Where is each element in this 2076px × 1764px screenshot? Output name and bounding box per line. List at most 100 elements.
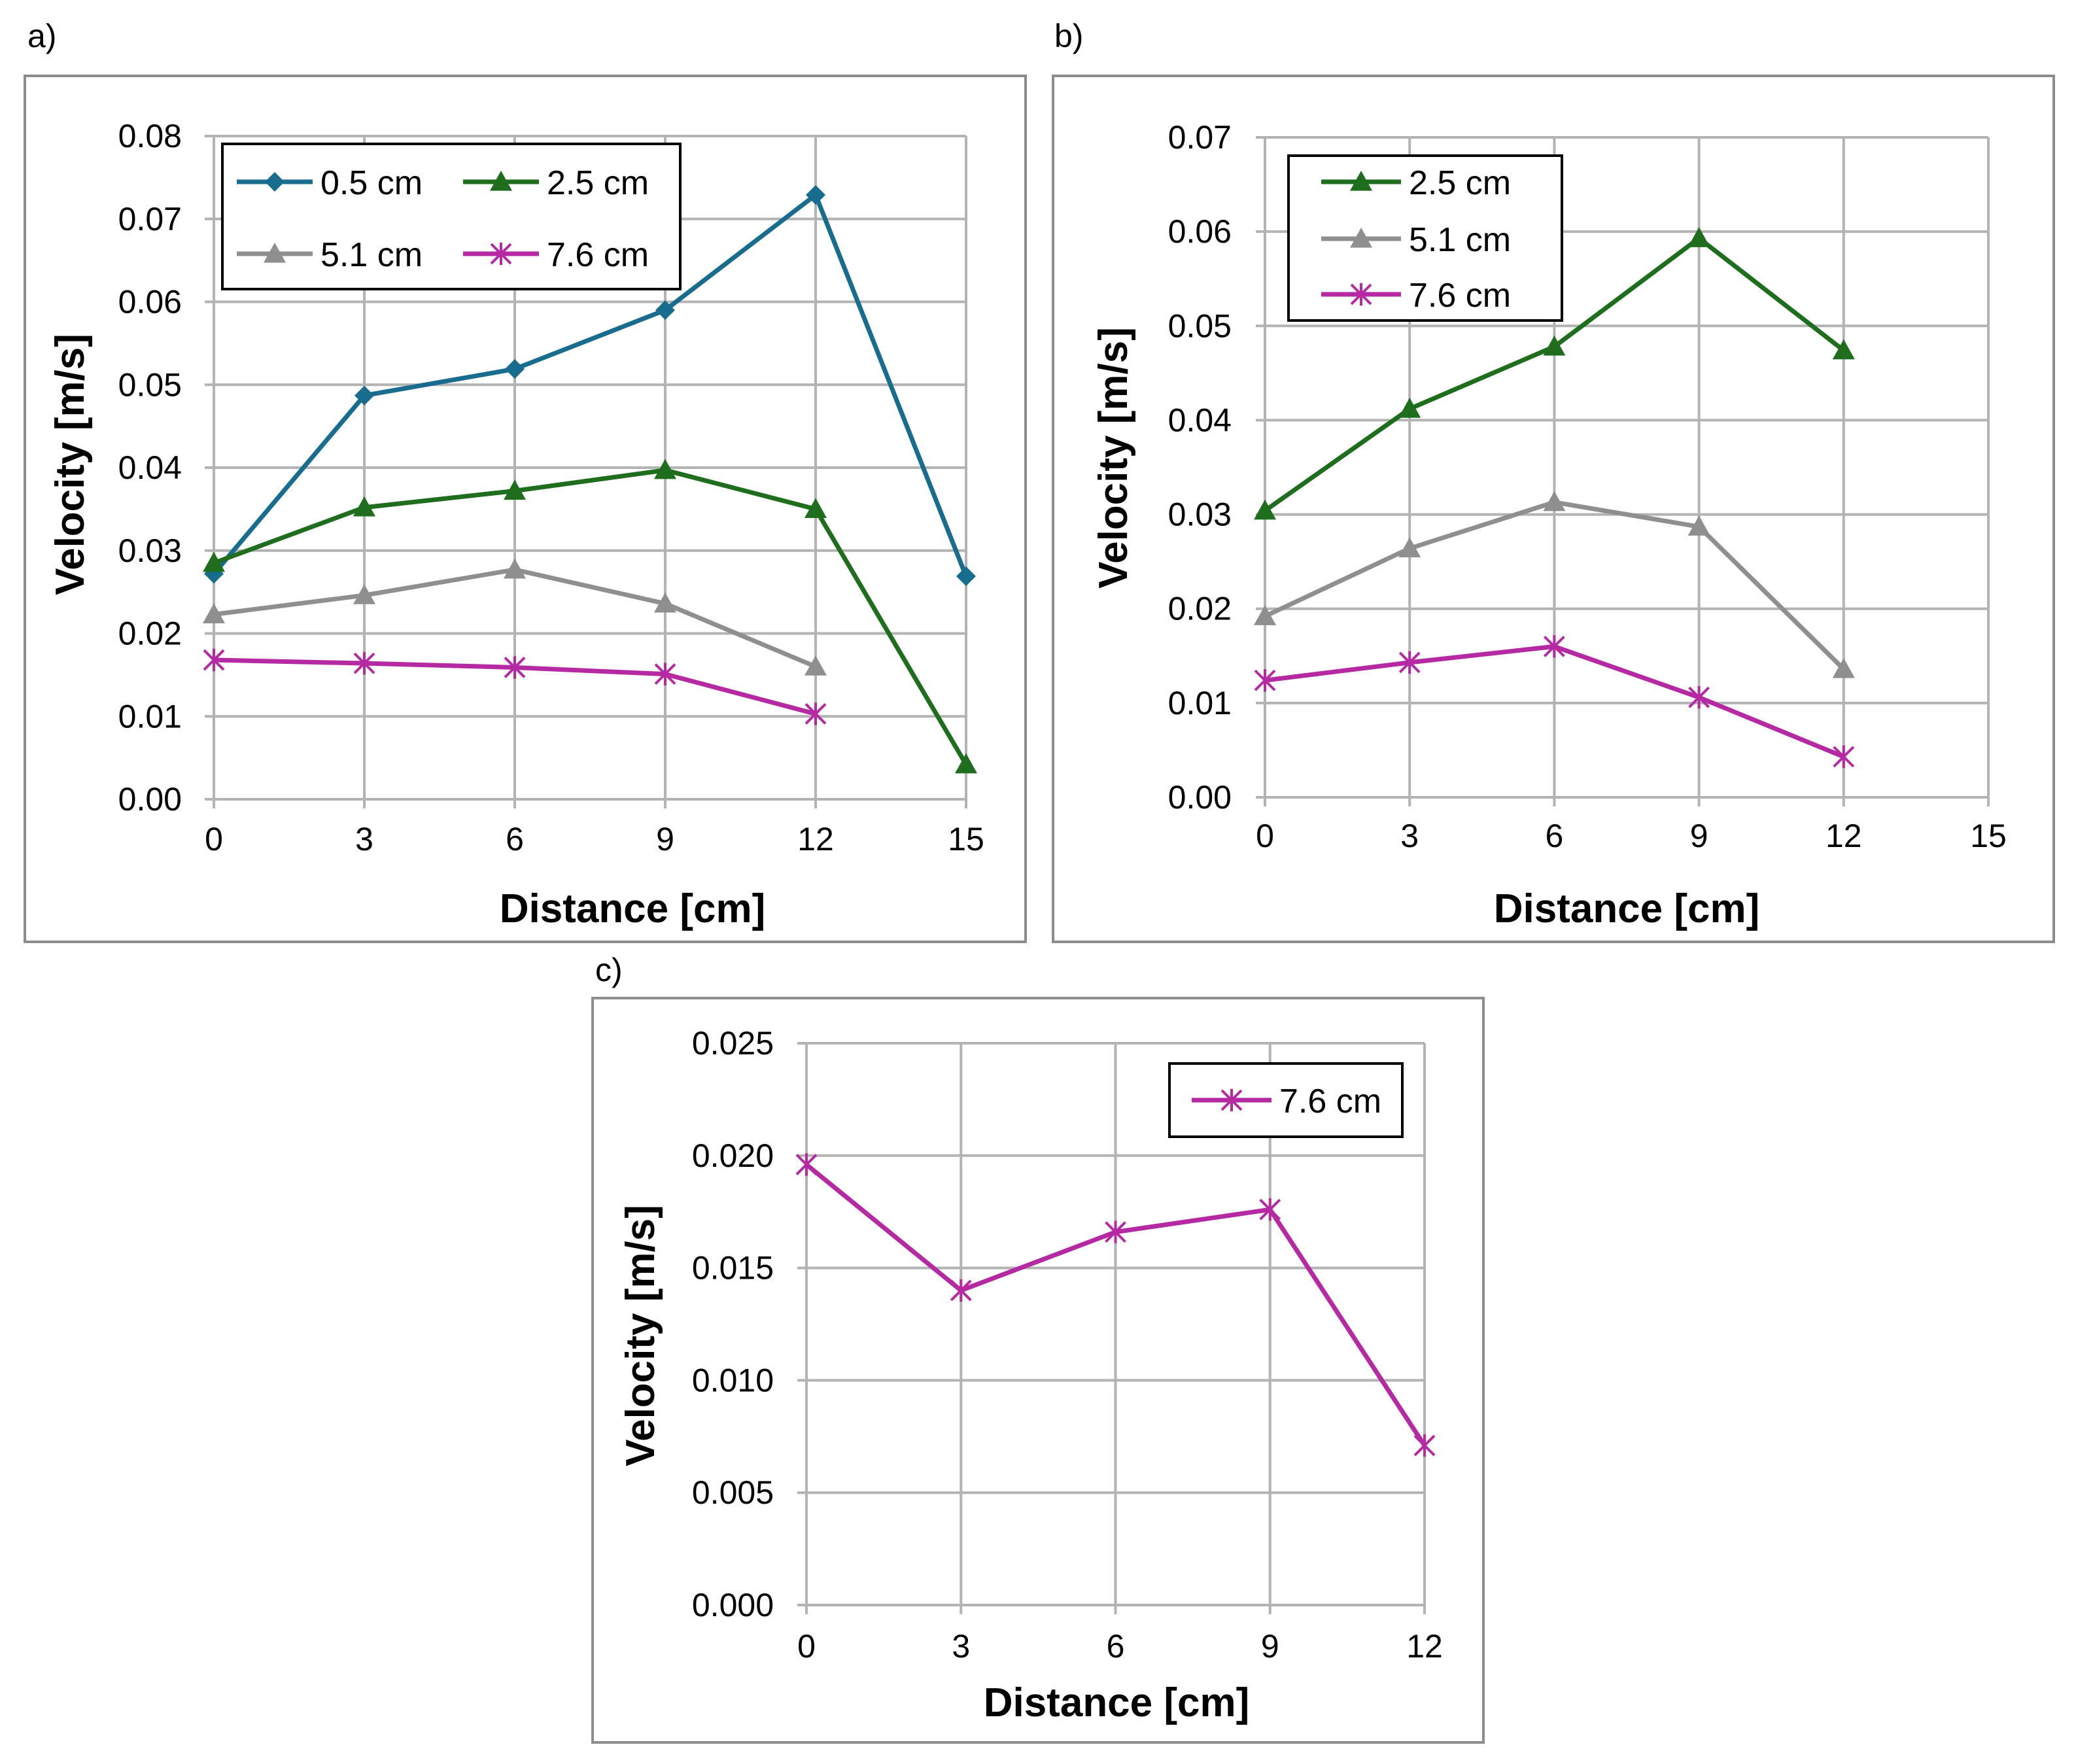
data-point (353, 651, 375, 675)
marker-star (490, 242, 512, 266)
marker-triangle (1543, 335, 1566, 356)
data-point (1543, 491, 1566, 511)
x-tick-label: 0 (1256, 818, 1274, 854)
series-line (213, 468, 969, 766)
y-tick-label: 0.01 (118, 698, 182, 735)
y-tick-labels: 0.00 0.01 0.02 0.03 0.04 0.05 0.06 0.07 0.08 (118, 118, 182, 818)
marker-star (203, 648, 225, 672)
legend-marker (1350, 171, 1372, 191)
legend-marker (1350, 228, 1372, 248)
y-tick-label: 0.00 (118, 781, 182, 818)
x-tick-label: 3 (1400, 818, 1419, 854)
legend-entry-0: 2.5 cm (1321, 164, 1511, 202)
y-tick-labels: 0.00 0.01 0.02 0.03 0.04 0.05 0.06 0.07 (1168, 119, 1232, 816)
data-point (804, 655, 827, 676)
chart-panel-a: a) 0.000.010.020.030.040.050.060.070.08 … (24, 18, 1027, 943)
marker-triangle (1832, 657, 1855, 678)
legend: 0.5 cm 2.5 cm 5.1 cm 7.6 cm (221, 143, 682, 290)
marker-diamond (505, 359, 525, 379)
legend-marker (264, 243, 286, 263)
y-tick-label: 0.02 (118, 615, 182, 652)
chart-panel-c: c) 0.000 0.005 0.010 0.015 0.020 0.025 0 3 6 9 12… (591, 952, 1485, 1744)
x-tick-labels: 0 3 6 9 12 15 (205, 821, 984, 857)
series-layer (203, 184, 977, 774)
x-tick-labels: 0 3 6 9 12 (797, 1628, 1443, 1665)
series-7-6-cm (795, 1153, 1436, 1457)
marker-triangle (490, 171, 512, 191)
y-tick-label: 0.01 (1168, 685, 1232, 721)
series-layer (795, 1153, 1436, 1457)
x-axis-title: Distance [cm] (1494, 886, 1760, 931)
data-point (955, 753, 977, 774)
series-0-5-cm (204, 184, 976, 587)
x-tick-label: 6 (1107, 1628, 1125, 1665)
marker-star (1105, 1220, 1126, 1243)
x-axis-title: Distance [cm] (500, 886, 766, 931)
data-point (1259, 1198, 1281, 1221)
legend-entry-1: 5.1 cm (1321, 221, 1511, 259)
data-point (1398, 398, 1421, 418)
legend-entry-2: 7.6 cm (1321, 277, 1511, 315)
data-point (505, 359, 525, 379)
y-tick-label: 0.08 (118, 118, 182, 154)
marker-star (504, 656, 526, 679)
legend-entry-0: 0.5 cm (237, 164, 423, 202)
legend-marker (490, 242, 512, 266)
x-tick-label: 0 (205, 821, 223, 857)
marker-star (795, 1153, 818, 1176)
data-point (504, 656, 526, 679)
y-tick-label: 0.00 (1168, 779, 1232, 816)
legend-label: 7.6 cm (547, 236, 649, 274)
data-point (203, 648, 225, 672)
marker-star (1220, 1088, 1243, 1112)
marker-diamond (655, 300, 675, 320)
data-point (1833, 745, 1855, 769)
data-point (654, 592, 676, 613)
marker-diamond (355, 385, 374, 406)
marker-triangle (504, 558, 526, 579)
marker-triangle (1254, 499, 1276, 520)
y-tick-label: 0.03 (118, 532, 182, 569)
data-point (1832, 339, 1855, 360)
y-tick-label: 0.06 (118, 284, 182, 320)
legend-label: 7.6 cm (1279, 1082, 1381, 1120)
marker-diamond (806, 184, 825, 205)
marker-star (353, 651, 375, 675)
y-tick-label: 0.06 (1168, 213, 1232, 250)
grid (797, 1042, 1426, 1614)
data-point (1543, 335, 1566, 356)
marker-triangle (264, 243, 286, 263)
legend: 2.5 cm 5.1 cm 7.6 cm (1287, 154, 1563, 322)
marker-diamond (956, 566, 976, 587)
data-point (804, 702, 827, 725)
x-tick-label: 9 (1690, 818, 1708, 854)
data-point (1687, 227, 1710, 247)
marker-triangle (1350, 171, 1372, 191)
panel-label: c) (595, 952, 623, 988)
y-tick-label: 0.020 (692, 1137, 774, 1174)
marker-star (1833, 745, 1855, 769)
marker-triangle (1398, 537, 1421, 558)
data-point (655, 300, 675, 320)
y-axis-title: Velocity [m/s] (1091, 327, 1136, 589)
y-tick-label: 0.015 (692, 1250, 774, 1287)
series-7-6-cm (1254, 635, 1855, 769)
marker-star (1543, 635, 1565, 658)
data-point (804, 498, 827, 518)
series-5-1-cm (1254, 491, 1855, 678)
data-point (654, 663, 676, 685)
marker-star (1398, 651, 1421, 674)
chart-panel-b: b) 0.00 0.01 0.02 0.03 0.04 0.05 0.06 0.07 0 3 6 9… (1052, 18, 2055, 943)
data-point (1413, 1434, 1436, 1457)
legend-label: 2.5 cm (1409, 164, 1511, 202)
data-point (353, 584, 375, 604)
marker-triangle (353, 584, 375, 604)
legend-marker (1220, 1088, 1243, 1112)
marker-star (1254, 669, 1276, 692)
data-point (795, 1153, 818, 1176)
y-tick-label: 0.04 (118, 449, 182, 486)
data-point (950, 1279, 972, 1302)
y-tick-labels: 0.000 0.005 0.010 0.015 0.020 0.025 (692, 1025, 774, 1623)
y-tick-label: 0.04 (1168, 402, 1232, 438)
